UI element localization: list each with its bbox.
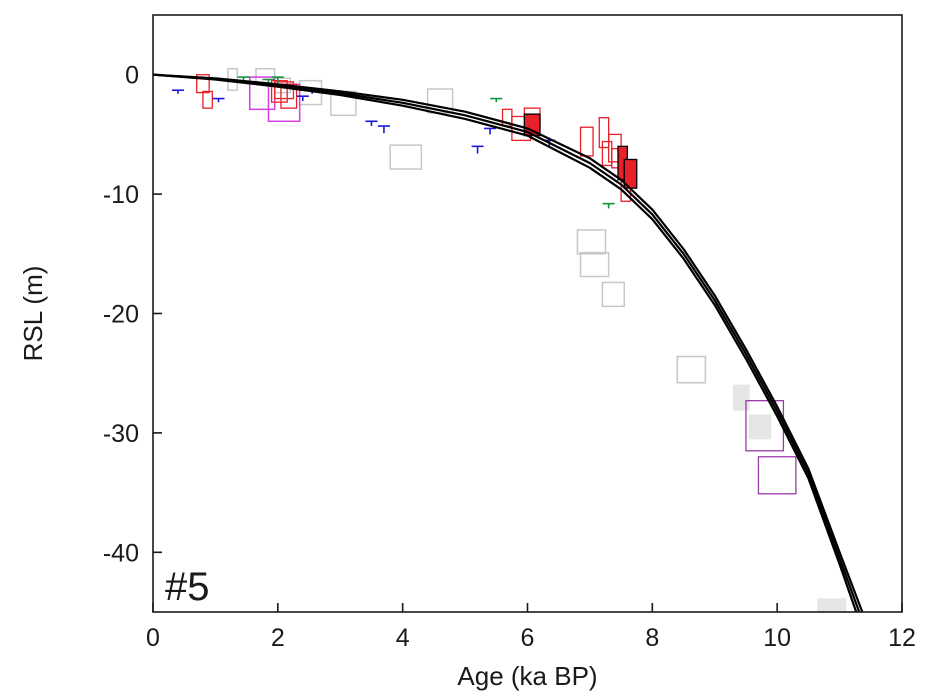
data-marker-blue	[484, 127, 497, 135]
data-box-gray-open	[601, 281, 625, 308]
data-box-red-open	[598, 117, 610, 149]
model-curve	[153, 73, 864, 612]
x-tick-label: 6	[521, 624, 535, 652]
data-box-gray-open	[579, 251, 610, 278]
data-marker-blue	[296, 95, 309, 101]
x-tick-label: 4	[396, 624, 410, 652]
y-axis-label: RSL (m)	[18, 266, 48, 362]
data-marker-green	[490, 97, 503, 103]
data-marker-blue	[377, 125, 390, 134]
data-box-gray-open	[676, 355, 707, 384]
x-axis-label: Age (ka BP)	[457, 661, 597, 691]
data-markers	[171, 76, 615, 209]
data-marker-blue	[171, 89, 184, 94]
y-tick-label: -40	[103, 539, 139, 567]
data-marker-blue	[365, 120, 378, 127]
data-box-red-open	[280, 83, 298, 109]
y-tick-label: -20	[103, 301, 139, 329]
x-tick-label: 12	[888, 624, 916, 652]
data-marker-blue	[212, 97, 225, 103]
data-box-gray-open	[389, 144, 423, 170]
model-curve	[153, 73, 861, 612]
data-marker-green	[271, 76, 284, 84]
data-boxes	[196, 67, 847, 612]
x-tick-label: 8	[645, 624, 659, 652]
data-box-gray-filled	[732, 384, 750, 411]
data-marker-green	[602, 202, 615, 209]
data-marker-blue	[471, 145, 484, 154]
data-box-red-open	[270, 80, 288, 103]
model-curve	[153, 73, 858, 612]
x-tick-label: 0	[146, 624, 160, 652]
panel-label: #5	[165, 565, 210, 609]
y-tick-label: -30	[103, 420, 139, 448]
data-box-red-open	[579, 126, 594, 157]
data-box-red-open	[202, 90, 213, 109]
axis-ticks: 0 2 4 6 8 10 12 0 -10 -20 -30 -40	[103, 62, 916, 652]
y-tick-label: -10	[103, 181, 139, 209]
data-box-red-open	[274, 81, 295, 100]
y-tick-label: 0	[125, 62, 139, 90]
x-tick-label: 2	[271, 624, 285, 652]
model-curves	[153, 73, 864, 612]
data-box-purple-open	[757, 456, 797, 495]
data-box-gray-open	[576, 229, 607, 255]
data-box-gray-filled	[748, 414, 772, 440]
data-box-gray-filled	[817, 598, 847, 612]
data-box-red-filled	[523, 113, 541, 137]
x-tick-label: 10	[763, 624, 791, 652]
plot-frame	[152, 14, 903, 613]
